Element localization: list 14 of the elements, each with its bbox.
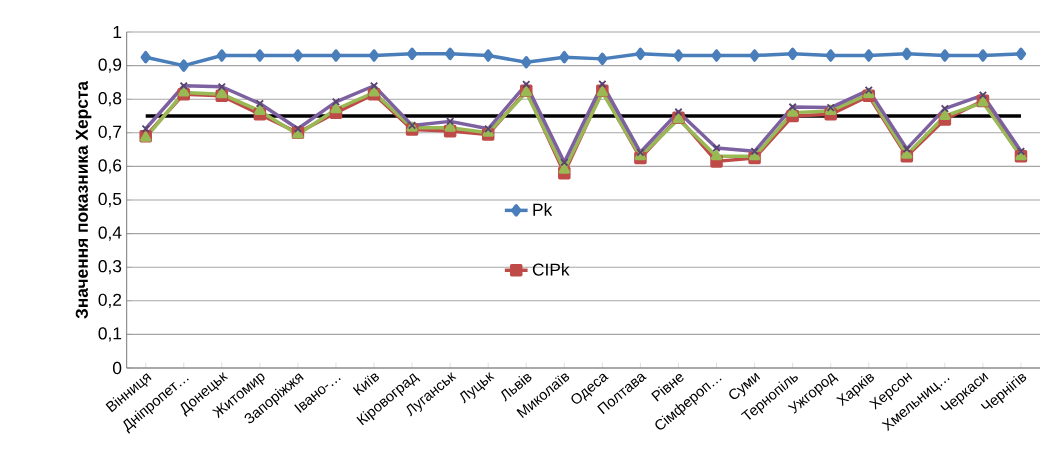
y-tick-label: 0,9 (98, 58, 122, 73)
y-tick-label: 0,1 (98, 327, 122, 342)
y-tick-label: 0,6 (98, 159, 122, 174)
y-axis-title: Значення показника Херста (75, 80, 92, 319)
y-tick-label: 0,4 (98, 226, 122, 241)
y-tick-label: 1 (113, 26, 122, 38)
y-tick-label: 0,7 (98, 125, 122, 140)
y-tick-label: 0 (112, 361, 122, 375)
legend-label: CIPk (532, 262, 570, 276)
y-tick-label: 0,2 (98, 293, 122, 308)
legend-label: Pk (533, 203, 553, 216)
y-tick-label: 0,5 (98, 192, 122, 208)
y-tick-label: 0,8 (98, 92, 122, 107)
y-tick-label: 0,3 (98, 260, 122, 275)
